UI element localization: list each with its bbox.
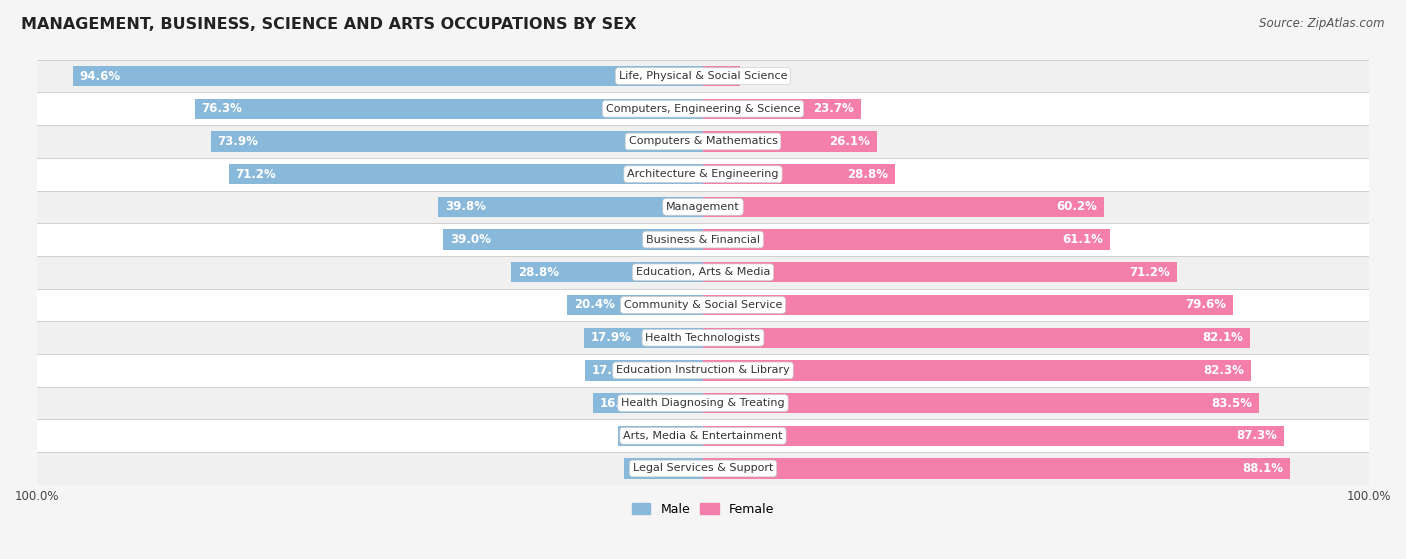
Bar — [567, 295, 703, 315]
Bar — [703, 458, 1289, 479]
Text: 17.9%: 17.9% — [591, 331, 631, 344]
Text: 61.1%: 61.1% — [1063, 233, 1104, 246]
Text: 17.7%: 17.7% — [592, 364, 633, 377]
Bar — [195, 98, 703, 119]
Text: 82.1%: 82.1% — [1202, 331, 1243, 344]
Bar — [703, 328, 1250, 348]
Text: Management: Management — [666, 202, 740, 212]
Bar — [703, 295, 1233, 315]
Bar — [585, 360, 703, 381]
Text: Source: ZipAtlas.com: Source: ZipAtlas.com — [1260, 17, 1385, 30]
Bar — [37, 321, 1369, 354]
Text: 28.8%: 28.8% — [846, 168, 889, 181]
Text: 94.6%: 94.6% — [80, 69, 121, 83]
Text: Legal Services & Support: Legal Services & Support — [633, 463, 773, 473]
Bar — [703, 197, 1104, 217]
Text: Computers, Engineering & Science: Computers, Engineering & Science — [606, 104, 800, 114]
Text: 23.7%: 23.7% — [814, 102, 853, 115]
Text: 39.8%: 39.8% — [444, 200, 485, 214]
Text: Architecture & Engineering: Architecture & Engineering — [627, 169, 779, 179]
Bar — [37, 125, 1369, 158]
Text: 39.0%: 39.0% — [450, 233, 491, 246]
Bar — [512, 262, 703, 282]
Bar — [37, 387, 1369, 419]
Bar — [619, 425, 703, 446]
Bar — [37, 92, 1369, 125]
Bar — [703, 98, 860, 119]
Text: Education Instruction & Library: Education Instruction & Library — [616, 366, 790, 376]
Text: Business & Financial: Business & Financial — [645, 235, 761, 245]
Bar — [229, 164, 703, 184]
Bar — [703, 229, 1109, 250]
Bar — [624, 458, 703, 479]
Bar — [703, 66, 740, 86]
Text: 79.6%: 79.6% — [1185, 299, 1226, 311]
Text: 60.2%: 60.2% — [1056, 200, 1097, 214]
Bar — [37, 419, 1369, 452]
Text: Computers & Mathematics: Computers & Mathematics — [628, 136, 778, 146]
Bar — [37, 288, 1369, 321]
Bar — [703, 262, 1177, 282]
Text: 87.3%: 87.3% — [1237, 429, 1278, 442]
Text: Community & Social Service: Community & Social Service — [624, 300, 782, 310]
Bar — [37, 354, 1369, 387]
Text: 73.9%: 73.9% — [218, 135, 259, 148]
Bar — [443, 229, 703, 250]
Bar — [583, 328, 703, 348]
Text: 71.2%: 71.2% — [1129, 266, 1170, 279]
Bar — [703, 164, 894, 184]
Text: 82.3%: 82.3% — [1204, 364, 1244, 377]
Bar — [37, 256, 1369, 288]
Text: 83.5%: 83.5% — [1211, 396, 1253, 410]
Bar — [211, 131, 703, 151]
Text: 76.3%: 76.3% — [201, 102, 243, 115]
Text: 26.1%: 26.1% — [830, 135, 870, 148]
Text: 11.9%: 11.9% — [630, 462, 671, 475]
Text: 88.1%: 88.1% — [1241, 462, 1282, 475]
Bar — [703, 131, 877, 151]
Text: Health Technologists: Health Technologists — [645, 333, 761, 343]
Text: Life, Physical & Social Science: Life, Physical & Social Science — [619, 71, 787, 81]
Bar — [37, 60, 1369, 92]
Bar — [73, 66, 703, 86]
Text: 20.4%: 20.4% — [574, 299, 614, 311]
Bar — [703, 393, 1258, 413]
Bar — [593, 393, 703, 413]
Bar — [37, 223, 1369, 256]
Bar — [439, 197, 703, 217]
Text: 28.8%: 28.8% — [517, 266, 560, 279]
Text: Arts, Media & Entertainment: Arts, Media & Entertainment — [623, 431, 783, 441]
Text: Education, Arts & Media: Education, Arts & Media — [636, 267, 770, 277]
Bar — [703, 360, 1251, 381]
Text: 5.5%: 5.5% — [745, 69, 775, 83]
Text: MANAGEMENT, BUSINESS, SCIENCE AND ARTS OCCUPATIONS BY SEX: MANAGEMENT, BUSINESS, SCIENCE AND ARTS O… — [21, 17, 637, 32]
Text: Health Diagnosing & Treating: Health Diagnosing & Treating — [621, 398, 785, 408]
Bar — [37, 158, 1369, 191]
Text: 12.7%: 12.7% — [626, 429, 666, 442]
Bar — [703, 425, 1284, 446]
Text: 71.2%: 71.2% — [236, 168, 277, 181]
Bar — [37, 191, 1369, 223]
Legend: Male, Female: Male, Female — [627, 498, 779, 521]
Text: 16.5%: 16.5% — [600, 396, 641, 410]
Bar — [37, 452, 1369, 485]
